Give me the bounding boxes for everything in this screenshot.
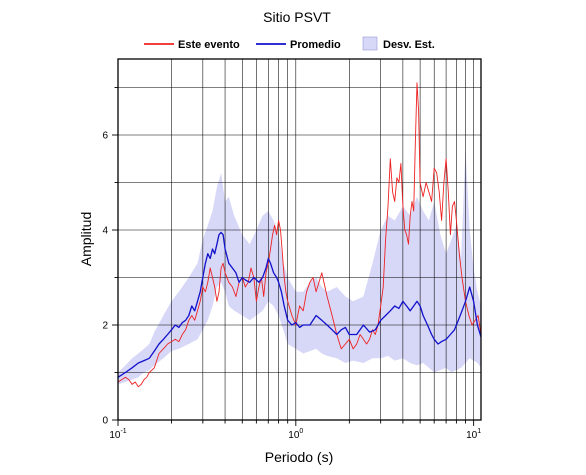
std-band: [118, 149, 481, 385]
legend: Este evento Promedio Desv. Est.: [144, 36, 435, 51]
y-tick-label: 6: [102, 131, 108, 142]
y-tick-label: 0: [102, 416, 108, 427]
x-axis-label: Periodo (s): [265, 449, 333, 465]
series-line-promedio: [118, 231, 481, 378]
plot-frame: [117, 58, 482, 421]
grid: [117, 59, 481, 420]
std-band-layer: [118, 149, 481, 385]
y-tick-label: 4: [102, 226, 108, 237]
legend-label: Promedio: [290, 39, 341, 51]
y-tick-label: 2: [102, 321, 108, 332]
series-layer: [118, 82, 481, 388]
series-line-este-evento: [118, 82, 481, 388]
x-tick-label: 101: [466, 428, 481, 441]
tick-labels: 0 2 4 6 10-1 100 101: [102, 131, 481, 442]
y-axis-label: Amplitud: [78, 212, 94, 266]
legend-label: Desv. Est.: [383, 39, 435, 51]
legend-label: Este evento: [178, 39, 240, 51]
chart-title: Sitio PSVT: [263, 9, 331, 25]
legend-swatch-desv-est: [362, 36, 378, 51]
x-tick-label: 10-1: [109, 428, 126, 441]
ticks: [112, 87, 475, 426]
x-tick-label: 100: [288, 428, 303, 441]
